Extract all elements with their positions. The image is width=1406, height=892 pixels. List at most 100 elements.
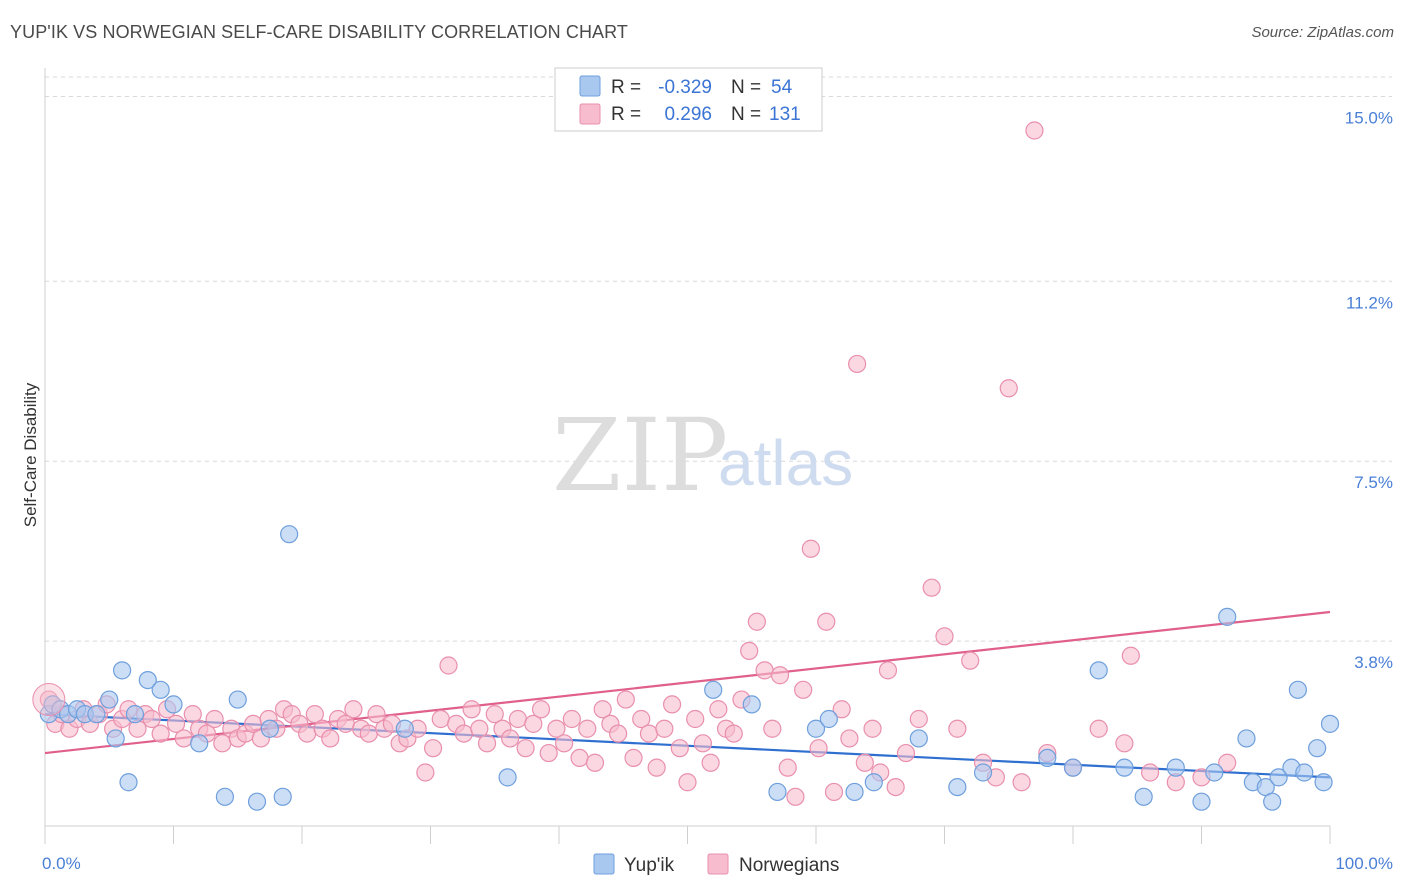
data-point-yupik bbox=[1308, 739, 1327, 758]
data-point-norwegians bbox=[794, 680, 813, 699]
data-point-yupik bbox=[1115, 758, 1134, 777]
data-point-norwegians bbox=[151, 724, 170, 743]
bottom-legend: Yup'ik Norwegians bbox=[593, 853, 839, 876]
data-point-norwegians bbox=[701, 753, 720, 772]
data-point-yupik bbox=[1166, 758, 1185, 777]
data-point-norwegians bbox=[1218, 753, 1237, 772]
data-point-norwegians bbox=[809, 739, 828, 758]
legend-swatch-norwegians bbox=[579, 103, 601, 125]
data-point-norwegians bbox=[922, 578, 941, 597]
data-point-norwegians bbox=[747, 612, 766, 631]
data-point-norwegians bbox=[724, 724, 743, 743]
data-point-yupik bbox=[1089, 661, 1108, 680]
data-point-norwegians bbox=[1121, 646, 1140, 665]
data-point-yupik bbox=[704, 680, 723, 699]
data-point-norwegians bbox=[454, 724, 474, 743]
data-point-norwegians bbox=[516, 739, 535, 758]
bottom-legend-swatch-norwegians bbox=[707, 853, 729, 875]
legend-n-value-yupik: 54 bbox=[771, 77, 793, 98]
data-point-norwegians bbox=[878, 661, 898, 680]
data-point-norwegians bbox=[321, 729, 340, 748]
data-point-norwegians bbox=[999, 379, 1018, 398]
data-point-norwegians bbox=[142, 709, 161, 729]
legend-n-value-norwegians: 131 bbox=[769, 104, 801, 125]
watermark: ZIP atlas bbox=[552, 397, 853, 514]
data-point-norwegians bbox=[477, 734, 497, 753]
data-point-norwegians bbox=[416, 763, 435, 782]
data-point-norwegians bbox=[562, 709, 581, 729]
data-point-yupik bbox=[260, 719, 279, 738]
data-point-norwegians bbox=[786, 787, 805, 806]
data-point-norwegians bbox=[423, 739, 443, 758]
data-point-norwegians bbox=[501, 729, 520, 748]
data-point-norwegians bbox=[639, 724, 659, 743]
bottom-legend-label-yupik: Yup'ik bbox=[624, 855, 675, 876]
data-point-norwegians bbox=[855, 753, 874, 772]
data-point-yupik bbox=[138, 670, 157, 690]
data-point-norwegians bbox=[166, 714, 186, 733]
data-point-norwegians bbox=[961, 651, 980, 670]
points-layer bbox=[32, 121, 1340, 811]
data-point-norwegians bbox=[616, 690, 635, 709]
data-point-yupik bbox=[164, 695, 183, 714]
data-point-yupik bbox=[948, 777, 967, 797]
data-point-norwegians bbox=[647, 758, 666, 777]
data-point-norwegians bbox=[863, 719, 882, 738]
watermark-zip: ZIP bbox=[552, 397, 728, 514]
data-point-norwegians bbox=[1025, 121, 1044, 140]
legend-r-value-norwegians: 0.296 bbox=[664, 104, 712, 125]
data-point-norwegians bbox=[801, 539, 820, 558]
y-tick-label: 11.2% bbox=[1346, 293, 1393, 312]
data-point-norwegians bbox=[763, 719, 782, 738]
data-point-norwegians bbox=[770, 666, 790, 685]
data-point-norwegians bbox=[213, 734, 232, 753]
x-tick-label: 100.0% bbox=[1335, 854, 1393, 873]
data-point-norwegians bbox=[1089, 719, 1108, 738]
data-point-norwegians bbox=[305, 705, 324, 724]
data-point-norwegians bbox=[778, 758, 797, 777]
data-point-yupik bbox=[1218, 607, 1237, 626]
data-point-norwegians bbox=[935, 627, 954, 646]
data-point-norwegians bbox=[832, 700, 851, 719]
data-point-yupik bbox=[280, 525, 299, 544]
data-point-yupik bbox=[1237, 729, 1256, 748]
data-point-yupik bbox=[112, 661, 132, 680]
data-point-yupik bbox=[1295, 763, 1314, 782]
data-point-norwegians bbox=[609, 724, 628, 743]
data-point-norwegians bbox=[1115, 734, 1134, 753]
legend-n-label-yupik: N = bbox=[731, 77, 761, 98]
watermark-atlas: atlas bbox=[718, 427, 853, 499]
chart-source: Source: ZipAtlas.com bbox=[1251, 24, 1394, 41]
data-point-norwegians bbox=[740, 641, 759, 661]
data-point-norwegians bbox=[678, 773, 697, 792]
data-point-norwegians bbox=[578, 719, 597, 738]
data-point-norwegians bbox=[670, 739, 689, 758]
data-point-norwegians bbox=[948, 719, 967, 738]
y-tick-label: 3.8% bbox=[1354, 653, 1393, 672]
data-point-norwegians bbox=[624, 748, 643, 768]
data-point-norwegians bbox=[840, 729, 859, 748]
y-tick-label: 15.0% bbox=[1345, 108, 1393, 127]
data-point-yupik bbox=[273, 787, 292, 806]
data-point-yupik bbox=[742, 695, 761, 714]
data-point-yupik bbox=[119, 773, 138, 792]
data-point-norwegians bbox=[686, 709, 705, 729]
data-point-yupik bbox=[151, 680, 170, 699]
axis-layer: 3.8% 7.5% 11.2% 15.0% 0.0% 100.0% bbox=[42, 68, 1393, 873]
legend-n-label-norwegians: N = bbox=[731, 104, 761, 125]
data-point-norwegians bbox=[298, 724, 317, 743]
data-point-yupik bbox=[973, 763, 993, 782]
data-point-norwegians bbox=[367, 705, 386, 724]
grid-layer bbox=[45, 76, 1392, 642]
data-point-norwegians bbox=[539, 743, 558, 763]
chart-title: YUP'IK VS NORWEGIAN SELF-CARE DISABILITY… bbox=[10, 22, 629, 42]
data-point-yupik bbox=[247, 792, 267, 811]
data-point-norwegians bbox=[524, 714, 543, 733]
data-point-yupik bbox=[87, 705, 106, 724]
data-point-yupik bbox=[845, 782, 864, 802]
data-point-norwegians bbox=[593, 700, 612, 719]
data-point-norwegians bbox=[359, 724, 378, 743]
data-point-yupik bbox=[1288, 680, 1307, 699]
data-point-norwegians bbox=[439, 656, 458, 675]
